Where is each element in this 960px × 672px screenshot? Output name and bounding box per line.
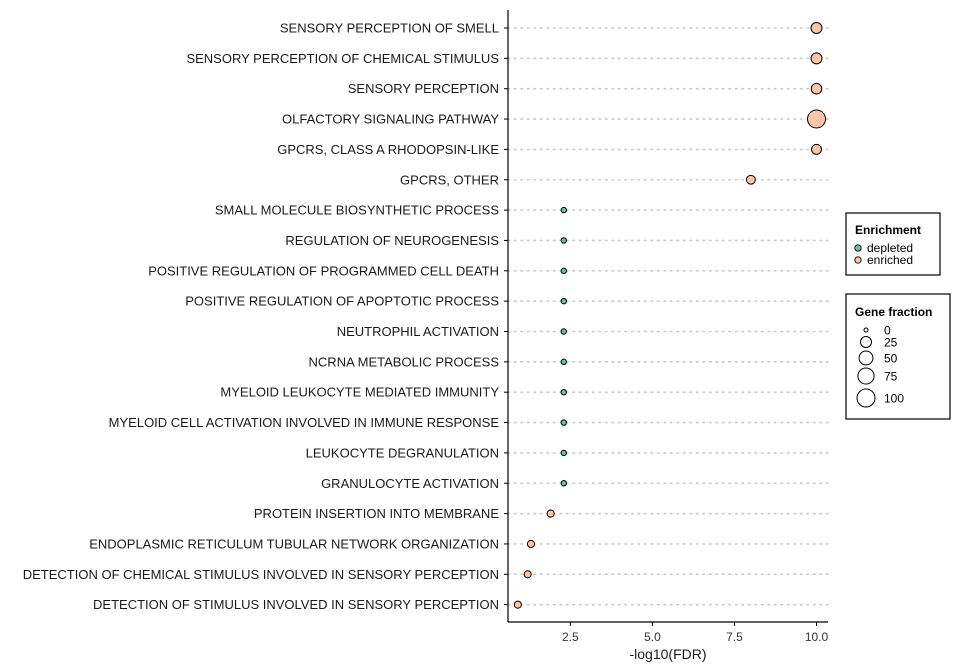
data-points bbox=[513, 22, 827, 609]
category-label: GRANULOCYTE ACTIVATION bbox=[321, 476, 499, 491]
legend-size-label: 25 bbox=[884, 336, 898, 350]
data-point bbox=[523, 570, 532, 579]
category-label: POSITIVE REGULATION OF APOPTOTIC PROCESS bbox=[185, 294, 499, 309]
data-point bbox=[811, 143, 822, 155]
x-ticks: 2.5 5.0 7.5 10.0 bbox=[562, 622, 829, 644]
category-label: OLFACTORY SIGNALING PATHWAY bbox=[282, 112, 499, 127]
category-label: SMALL MOLECULE BIOSYNTHETIC PROCESS bbox=[215, 203, 499, 218]
category-label: DETECTION OF CHEMICAL STIMULUS INVOLVED … bbox=[23, 567, 499, 582]
legend-size-key bbox=[858, 350, 874, 366]
data-point bbox=[560, 449, 567, 457]
data-point bbox=[560, 267, 567, 274]
legend-gene-fraction: Gene fraction 025 50 75 100 bbox=[845, 293, 951, 420]
x-tick-label: 2.5 bbox=[562, 630, 579, 644]
category-label: PROTEIN INSERTION INTO MEMBRANE bbox=[254, 506, 499, 521]
category-label: NCRNA METABOLIC PROCESS bbox=[309, 354, 500, 369]
legend-enrichment-key bbox=[854, 244, 862, 252]
legend-enrichment-box bbox=[845, 212, 941, 276]
data-point bbox=[810, 52, 823, 65]
axes bbox=[504, 10, 828, 623]
legend-enrichment-title: Enrichment bbox=[855, 223, 921, 237]
category-label: MYELOID CELL ACTIVATION INVOLVED IN IMMU… bbox=[109, 415, 500, 430]
legend-size-key bbox=[863, 327, 869, 333]
category-label: MYELOID LEUKOCYTE MEDIATED IMMUNITY bbox=[220, 385, 499, 400]
data-point bbox=[560, 206, 567, 214]
category-labels: SENSORY PERCEPTION OF SMELL SENSORY PERCE… bbox=[23, 21, 500, 613]
category-label: NEUTROPHIL ACTIVATION bbox=[337, 324, 499, 339]
gridlines bbox=[507, 27, 829, 606]
legend-gene-fraction-title: Gene fraction bbox=[855, 305, 932, 319]
legend-enrichment-label: depleted bbox=[867, 241, 913, 255]
data-point bbox=[810, 22, 823, 34]
data-point bbox=[807, 109, 827, 129]
data-point bbox=[546, 509, 555, 518]
x-tick-label: 7.5 bbox=[726, 630, 743, 644]
x-axis-title: -log10(FDR) bbox=[629, 646, 706, 662]
legend-size-key bbox=[857, 367, 875, 385]
x-tick-label: 5.0 bbox=[644, 630, 661, 644]
data-point bbox=[526, 539, 536, 549]
category-label: SENSORY PERCEPTION bbox=[348, 81, 499, 96]
category-label: SENSORY PERCEPTION OF CHEMICAL STIMULUS bbox=[186, 51, 499, 66]
category-label: GPCRS, CLASS A RHODOPSIN-LIKE bbox=[277, 142, 499, 157]
legend-enrichment-label: enriched bbox=[867, 253, 913, 267]
category-label: GPCRS, OTHER bbox=[400, 172, 499, 187]
category-label: LEUKOCYTE DEGRANULATION bbox=[306, 445, 499, 460]
data-point bbox=[560, 480, 567, 487]
legend-enrichment-key bbox=[854, 256, 862, 264]
category-label: SENSORY PERCEPTION OF SMELL bbox=[280, 21, 499, 36]
data-point bbox=[513, 600, 522, 609]
data-point bbox=[745, 174, 756, 185]
legend-size-label: 0 bbox=[884, 324, 891, 338]
legend-size-key bbox=[860, 336, 872, 348]
data-point bbox=[560, 237, 567, 244]
data-point bbox=[560, 419, 567, 426]
data-point bbox=[560, 358, 567, 366]
data-point bbox=[560, 297, 567, 305]
category-label: DETECTION OF STIMULUS INVOLVED IN SENSOR… bbox=[93, 597, 499, 612]
x-tick-label: 10.0 bbox=[805, 630, 829, 644]
data-point bbox=[560, 389, 567, 396]
legend-size-key bbox=[856, 388, 876, 408]
category-label: ENDOPLASMIC RETICULUM TUBULAR NETWORK OR… bbox=[89, 536, 499, 551]
category-label: REGULATION OF NEUROGENESIS bbox=[285, 233, 499, 248]
data-point bbox=[560, 328, 567, 335]
data-point bbox=[810, 82, 823, 95]
legend-size-label: 50 bbox=[884, 352, 898, 366]
legend-size-label: 75 bbox=[884, 370, 898, 384]
category-label: POSITIVE REGULATION OF PROGRAMMED CELL D… bbox=[148, 263, 499, 278]
legend-size-label: 100 bbox=[884, 392, 904, 406]
